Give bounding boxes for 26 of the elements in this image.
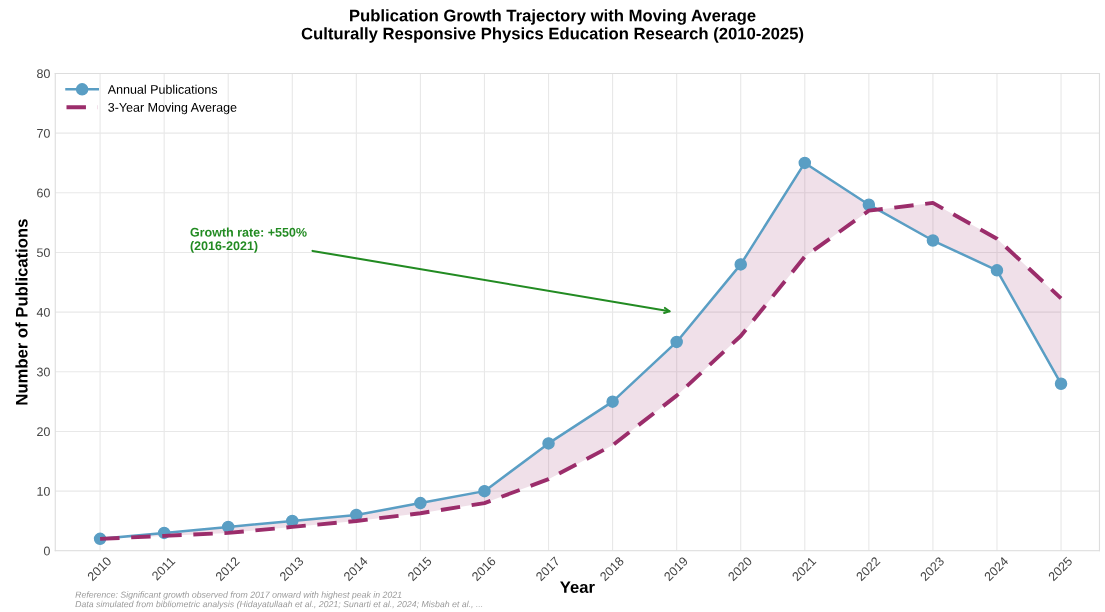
y-tick-label: 20 xyxy=(37,427,50,437)
y-tick-label: 30 xyxy=(36,367,50,377)
x-axis-title: Year xyxy=(560,581,595,594)
y-tick-label: 70 xyxy=(37,128,50,138)
legend-label: Annual Publications xyxy=(107,84,218,94)
y-tick-label: 60 xyxy=(37,188,50,198)
y-tick-label: 10 xyxy=(37,486,50,496)
y-tick-label: 80 xyxy=(37,69,50,79)
chart-title: Publication Growth Trajectory with Moving Average Culturally Responsive Physics Education Research (2010-2025) xyxy=(301,9,804,43)
point xyxy=(542,437,555,450)
point xyxy=(478,484,491,498)
point xyxy=(670,335,683,349)
y-tick-label: 0 xyxy=(43,546,50,556)
legend-label: 3-Year Moving Average xyxy=(108,102,237,115)
y-tick-label: 40 xyxy=(36,307,50,317)
y-tick-label: 50 xyxy=(36,248,50,258)
point xyxy=(1054,377,1068,390)
point xyxy=(414,496,427,510)
text: Reference: Significant growth observed from 2017 onward with highest peak in 2021 Data simulated from bibliometric analysis (Hidayatullaah et al., 2021; Sunarti et al., 2024; Misbah et al., ... xyxy=(75,591,483,609)
point xyxy=(798,156,812,170)
point xyxy=(734,258,747,271)
point xyxy=(606,395,619,408)
point xyxy=(926,234,940,247)
y-axis-title: Number of Publications xyxy=(15,219,28,405)
annotation: Growth rate: +550% (2016-2021) xyxy=(190,227,307,253)
point xyxy=(990,264,1004,277)
